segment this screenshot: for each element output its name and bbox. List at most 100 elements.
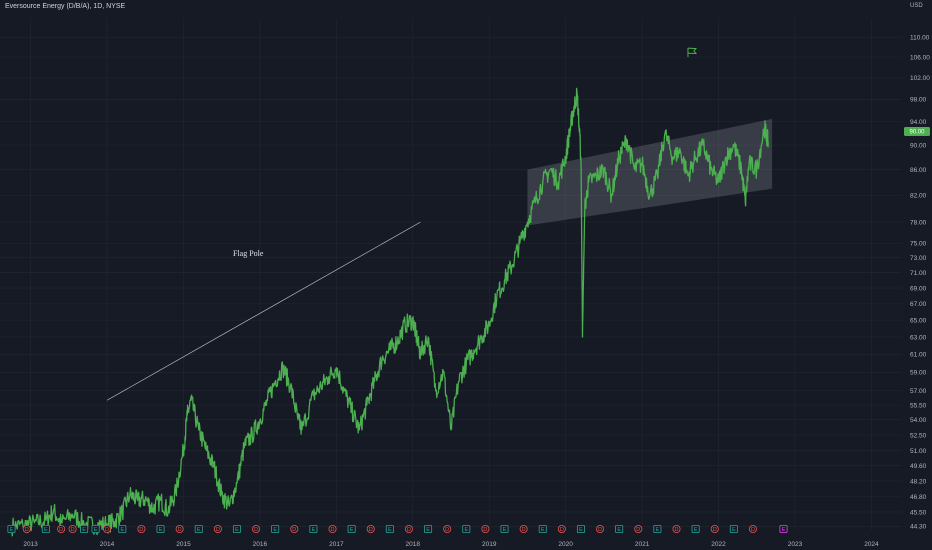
event-marker[interactable]: D — [103, 525, 112, 533]
event-marker[interactable]: D — [481, 525, 490, 533]
event-shape — [779, 525, 788, 534]
grid — [0, 18, 902, 530]
event-shape — [576, 525, 585, 534]
y-tick-label: 65.00 — [910, 317, 927, 324]
event-marker[interactable]: D — [596, 525, 605, 533]
event-marker[interactable]: D — [252, 525, 261, 534]
flag-channel[interactable] — [527, 118, 773, 226]
y-tick-label: 71.00 — [910, 270, 927, 277]
event-marker[interactable]: D — [404, 525, 413, 534]
event-marker[interactable]: E — [271, 525, 280, 534]
event-shape — [729, 525, 738, 534]
y-tick-label: 49.60 — [910, 463, 927, 470]
event-label: D — [407, 527, 411, 533]
event-marker[interactable]: D — [634, 525, 643, 533]
flag-marker[interactable] — [687, 47, 698, 58]
event-shape — [748, 525, 757, 534]
event-marker[interactable]: D — [672, 525, 681, 534]
event-label: D — [331, 527, 335, 533]
event-marker[interactable]: E — [691, 525, 700, 533]
y-tick-label: 98.00 — [910, 97, 927, 104]
event-marker[interactable]: E — [615, 525, 624, 534]
event-label: E — [617, 527, 621, 533]
event-label: E — [44, 527, 48, 533]
event-label: D — [675, 527, 679, 533]
event-marker[interactable]: D — [22, 525, 31, 533]
event-shape — [252, 525, 261, 534]
y-tick-label: 82.00 — [910, 192, 927, 199]
flag-pole-trendline[interactable] — [106, 221, 421, 401]
x-tick-label: 2018 — [406, 541, 421, 548]
event-marker[interactable]: E — [779, 525, 788, 534]
event-shape — [7, 525, 16, 534]
event-shape — [443, 525, 452, 534]
event-marker[interactable]: E — [385, 525, 394, 533]
event-label: E — [312, 527, 316, 533]
x-tick-label: 2019 — [482, 541, 497, 548]
y-tick-label: 90.00 — [910, 142, 927, 149]
event-label: D — [216, 527, 220, 533]
y-tick-label: 63.00 — [910, 334, 927, 341]
flag-pole-annotation[interactable]: Flag Pole — [233, 249, 264, 258]
event-shape — [366, 525, 375, 534]
trendline-segment[interactable] — [106, 221, 421, 401]
event-label: E — [656, 527, 660, 533]
event-marker[interactable]: E — [462, 525, 471, 533]
event-marker[interactable]: D — [519, 525, 528, 534]
event-marker[interactable]: D — [443, 525, 452, 534]
event-shape — [672, 525, 681, 534]
event-label: E — [273, 527, 277, 533]
event-marker[interactable]: D — [366, 525, 375, 534]
event-marker[interactable]: E — [576, 525, 585, 534]
event-label: E — [503, 527, 507, 533]
event-shape — [653, 525, 662, 534]
event-marker[interactable]: D — [213, 525, 222, 534]
event-marker[interactable]: E — [424, 525, 433, 533]
event-label: D — [636, 527, 640, 533]
event-shape — [271, 525, 280, 534]
event-marker[interactable]: E — [232, 525, 241, 533]
y-tick-label: 94.00 — [910, 119, 927, 126]
event-marker[interactable]: E — [653, 525, 662, 534]
event-shape — [80, 525, 89, 534]
event-marker[interactable]: E — [41, 525, 50, 533]
event-shape — [615, 525, 624, 534]
event-shape — [519, 525, 528, 534]
event-marker[interactable]: D — [290, 525, 299, 533]
event-label: D — [751, 527, 755, 533]
event-marker[interactable]: E — [347, 525, 356, 533]
event-marker[interactable]: E — [91, 525, 100, 534]
event-label: D — [139, 527, 143, 533]
price-series — [10, 87, 769, 537]
event-marker[interactable]: D — [710, 525, 719, 533]
event-marker[interactable]: E — [118, 525, 127, 533]
event-marker[interactable]: D — [748, 525, 757, 534]
event-marker[interactable]: D — [328, 525, 337, 533]
event-label: E — [541, 527, 545, 533]
current-price-badge: 90.00 — [904, 127, 930, 136]
event-marker[interactable]: D — [175, 525, 184, 533]
event-marker[interactable]: D — [137, 525, 146, 533]
event-marker[interactable]: E — [729, 525, 738, 534]
event-marker[interactable]: E — [500, 525, 509, 533]
event-marker[interactable]: D — [68, 525, 77, 533]
event-marker[interactable]: E — [309, 525, 318, 533]
event-shape — [538, 525, 547, 534]
event-label: E — [94, 527, 98, 533]
event-marker[interactable]: E — [538, 525, 547, 534]
event-shape — [404, 525, 413, 534]
event-shape — [213, 525, 222, 534]
event-marker[interactable]: D — [557, 525, 566, 533]
event-marker[interactable]: D — [57, 525, 66, 533]
event-marker[interactable]: E — [156, 525, 165, 533]
y-tick-label: 54.00 — [910, 417, 927, 424]
event-marker[interactable]: E — [80, 525, 89, 534]
event-marker[interactable]: E — [194, 525, 203, 533]
y-tick-label: 45.50 — [910, 509, 927, 516]
channel-area[interactable] — [527, 118, 773, 226]
event-shape — [91, 525, 100, 534]
event-marker[interactable]: E — [7, 525, 16, 534]
event-label: D — [369, 527, 373, 533]
event-label: E — [579, 527, 583, 533]
